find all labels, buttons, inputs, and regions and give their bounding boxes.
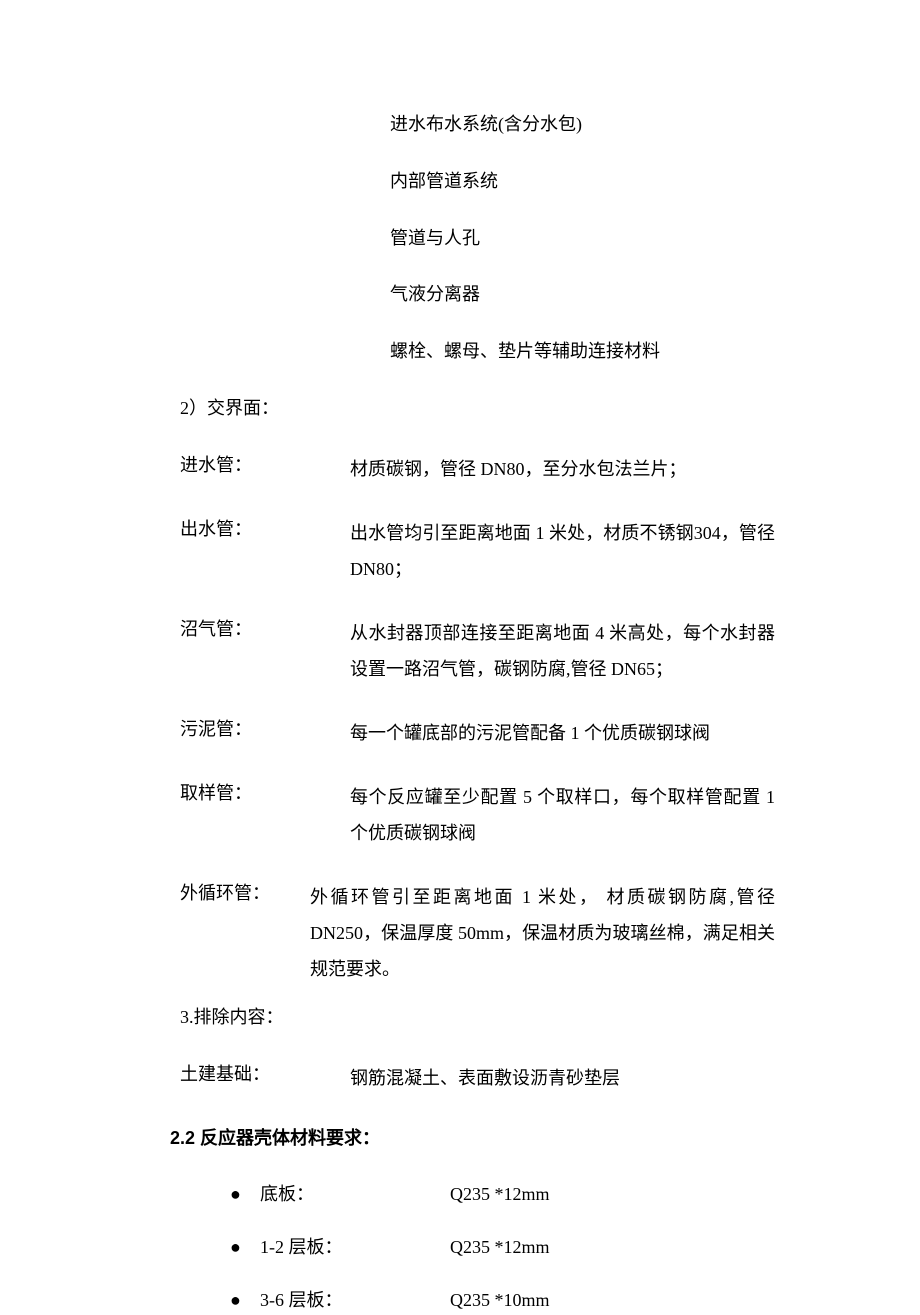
exclusion-heading: 3.排除内容：	[180, 1003, 775, 1032]
material-label: 底板：	[260, 1180, 450, 1209]
top-item: 管道与人孔	[390, 224, 775, 253]
interface-row: 出水管： 出水管均引至距离地面 1 米处，材质不锈钢304，管径 DN80；	[180, 515, 775, 587]
top-item: 气液分离器	[390, 280, 775, 309]
bullet-dot-icon: ●	[230, 1286, 260, 1315]
interface-label: 进水管：	[180, 451, 350, 487]
material-value: Q235 *12mm	[450, 1180, 775, 1209]
top-item: 螺栓、螺母、垫片等辅助连接材料	[390, 337, 775, 366]
interface-label: 出水管：	[180, 515, 350, 587]
top-item: 内部管道系统	[390, 167, 775, 196]
material-value: Q235 *12mm	[450, 1233, 775, 1262]
interface-row-alt: 外循环管： 外循环管引至距离地面 1 米处， 材质碳钢防腐,管径 DN250，保…	[180, 879, 775, 987]
material-label: 3-6 层板：	[260, 1286, 450, 1315]
interface-label: 沼气管：	[180, 615, 350, 687]
exclusion-row: 土建基础： 钢筋混凝土、表面敷设沥青砂垫层	[180, 1060, 775, 1096]
interface-row: 污泥管： 每一个罐底部的污泥管配备 1 个优质碳钢球阀	[180, 715, 775, 751]
interface-value: 每个反应罐至少配置 5 个取样口，每个取样管配置 1 个优质碳钢球阀	[350, 779, 775, 851]
interface-label: 外循环管：	[180, 879, 310, 987]
material-value: Q235 *10mm	[450, 1286, 775, 1315]
bullet-dot-icon: ●	[230, 1233, 260, 1262]
material-bullet-item: ● 1-2 层板： Q235 *12mm	[230, 1233, 775, 1262]
interface-value: 外循环管引至距离地面 1 米处， 材质碳钢防腐,管径 DN250，保温厚度 50…	[310, 879, 775, 987]
interface-row: 进水管： 材质碳钢，管径 DN80，至分水包法兰片；	[180, 451, 775, 487]
material-bullet-item: ● 3-6 层板： Q235 *10mm	[230, 1286, 775, 1315]
interface-row: 沼气管： 从水封器顶部连接至距离地面 4 米高处，每个水封器设置一路沼气管，碳钢…	[180, 615, 775, 687]
top-item: 进水布水系统(含分水包)	[390, 110, 775, 139]
interface-value: 材质碳钢，管径 DN80，至分水包法兰片；	[350, 451, 775, 487]
section-2-2-heading: 2.2 反应器壳体材料要求：	[170, 1124, 775, 1153]
material-bullet-list: ● 底板： Q235 *12mm ● 1-2 层板： Q235 *12mm ● …	[230, 1180, 775, 1314]
material-label: 1-2 层板：	[260, 1233, 450, 1262]
interface-label: 污泥管：	[180, 715, 350, 751]
interface-value: 从水封器顶部连接至距离地面 4 米高处，每个水封器设置一路沼气管，碳钢防腐,管径…	[350, 615, 775, 687]
interface-row: 取样管： 每个反应罐至少配置 5 个取样口，每个取样管配置 1 个优质碳钢球阀	[180, 779, 775, 851]
interface-label: 取样管：	[180, 779, 350, 851]
interface-value: 出水管均引至距离地面 1 米处，材质不锈钢304，管径 DN80；	[350, 515, 775, 587]
interface-heading: 2）交界面：	[180, 394, 775, 423]
top-item-list: 进水布水系统(含分水包) 内部管道系统 管道与人孔 气液分离器 螺栓、螺母、垫片…	[390, 110, 775, 366]
exclusion-value: 钢筋混凝土、表面敷设沥青砂垫层	[350, 1060, 775, 1096]
interface-value: 每一个罐底部的污泥管配备 1 个优质碳钢球阀	[350, 715, 775, 751]
material-bullet-item: ● 底板： Q235 *12mm	[230, 1180, 775, 1209]
exclusion-label: 土建基础：	[180, 1060, 350, 1096]
bullet-dot-icon: ●	[230, 1180, 260, 1209]
